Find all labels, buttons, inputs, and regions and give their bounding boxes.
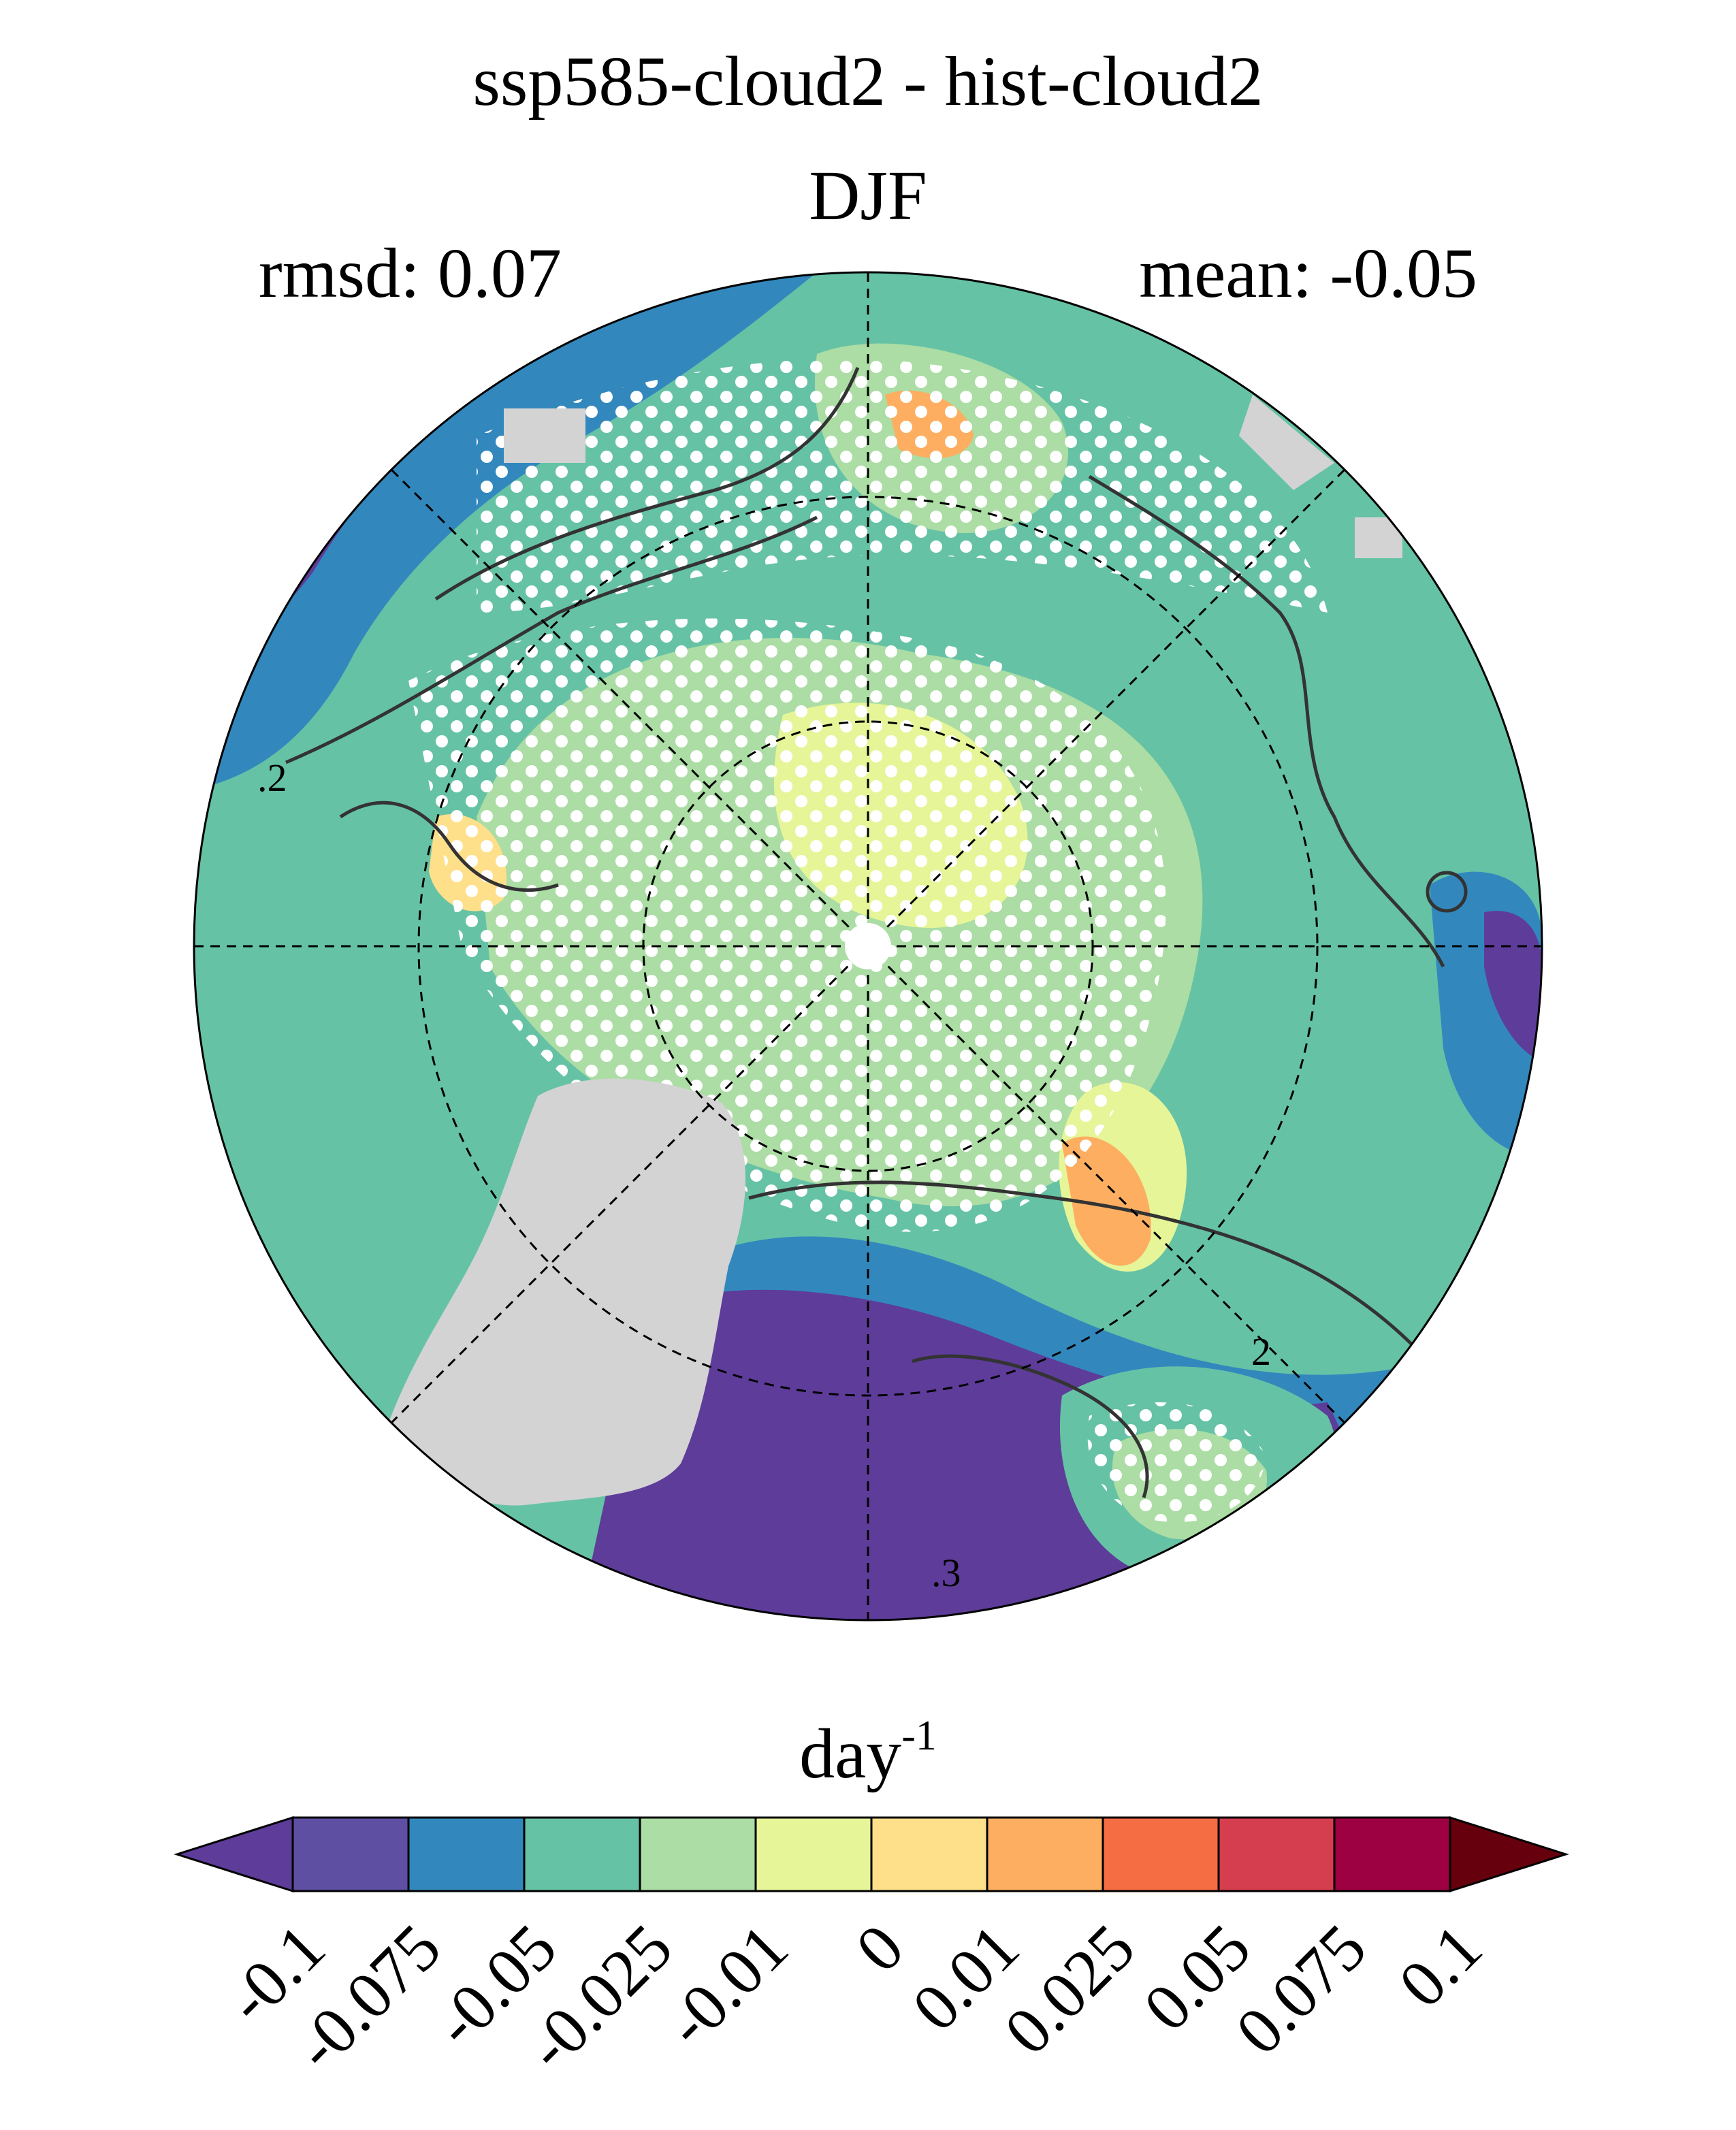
colorbar-units: day-1 <box>0 1715 1736 1790</box>
colorbar-segment <box>291 1816 410 1892</box>
contour-line <box>912 1354 1149 1498</box>
colorbar-upper-extension <box>1449 1816 1569 1893</box>
coastline <box>748 1180 1465 1404</box>
land-mask-region <box>1239 395 1334 490</box>
field-region <box>1484 911 1542 1062</box>
colorbar-segment <box>1217 1816 1336 1892</box>
significance-stipple <box>408 618 1166 1232</box>
contour-line <box>434 367 860 601</box>
coastline <box>339 801 559 892</box>
map-boundary <box>193 271 1543 1621</box>
contour-label: 2 <box>1251 1329 1271 1374</box>
significance-stipple <box>477 359 1328 613</box>
colorbar-lower-extension <box>174 1816 294 1893</box>
colorbar-segment <box>407 1816 526 1892</box>
mean-label: mean: -0.05 <box>1139 234 1477 312</box>
field-region <box>1062 1136 1151 1266</box>
pole-hole <box>845 923 891 969</box>
figure-title: ssp585-cloud2 - hist-cloud2 <box>472 42 1264 120</box>
rmsd-label: rmsd: 0.07 <box>259 234 562 312</box>
units-exponent: -1 <box>901 1713 937 1759</box>
contour-label: .3 <box>931 1551 961 1595</box>
land-mask-region <box>381 1078 745 1506</box>
contour-line <box>1426 871 1468 913</box>
contour-line <box>285 515 818 764</box>
colorbar-segment <box>1102 1816 1220 1892</box>
colorbar-segment <box>639 1816 757 1892</box>
colorbar-segment <box>754 1816 873 1892</box>
colorbar-segment <box>870 1816 988 1892</box>
season-label: DJF <box>809 157 927 235</box>
colorbar-segment <box>523 1816 641 1892</box>
land-mask-region <box>504 408 585 463</box>
land-mask-region <box>1355 517 1402 558</box>
contour-label: .2 <box>257 756 287 800</box>
coastline <box>1088 474 1445 968</box>
colorbar-segment <box>1333 1816 1451 1892</box>
units-base: day <box>799 1715 902 1793</box>
colorbar-segment <box>986 1816 1104 1892</box>
